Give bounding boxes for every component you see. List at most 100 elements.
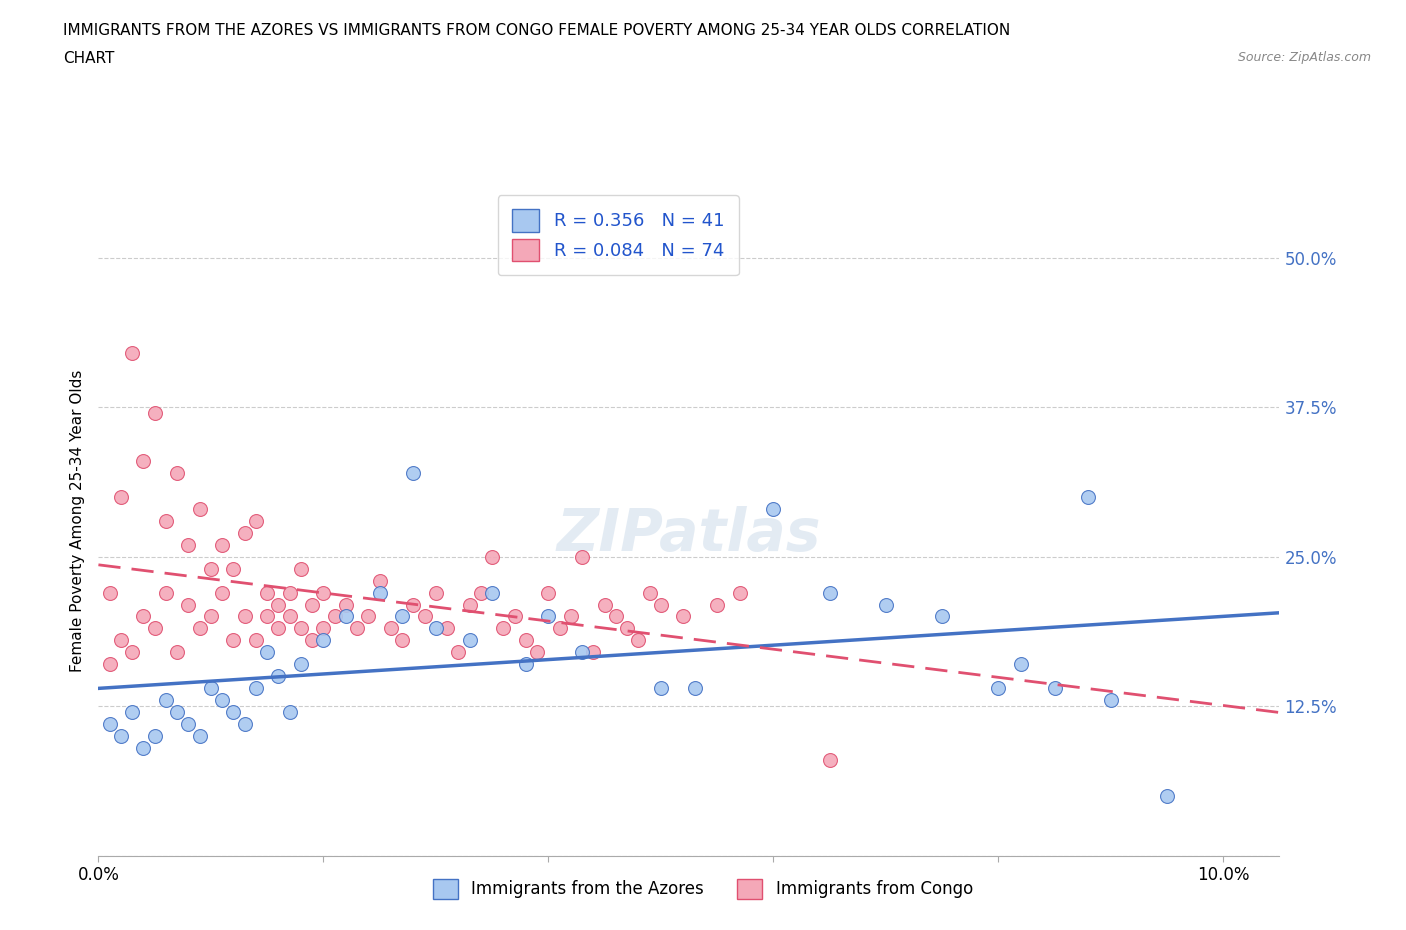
Text: IMMIGRANTS FROM THE AZORES VS IMMIGRANTS FROM CONGO FEMALE POVERTY AMONG 25-34 Y: IMMIGRANTS FROM THE AZORES VS IMMIGRANTS…: [63, 23, 1011, 38]
Point: [110, 728, 132, 743]
Point: [278, 705, 301, 720]
Point: [256, 644, 278, 659]
Point: [233, 717, 256, 732]
Point: [200, 561, 222, 576]
Point: [222, 561, 245, 576]
Point: [200, 681, 222, 696]
Point: [368, 585, 391, 600]
Point: [323, 609, 346, 624]
Point: [312, 621, 335, 636]
Point: [188, 621, 211, 636]
Point: [1156, 789, 1178, 804]
Point: [391, 633, 413, 648]
Point: [650, 597, 672, 612]
Point: [267, 597, 290, 612]
Point: [166, 705, 188, 720]
Point: [245, 633, 267, 648]
Point: [515, 657, 537, 671]
Point: [391, 609, 413, 624]
Point: [290, 657, 312, 671]
Point: [402, 466, 425, 481]
Point: [222, 633, 245, 648]
Point: [143, 621, 166, 636]
Point: [470, 585, 492, 600]
Point: [132, 740, 155, 755]
Point: [177, 597, 200, 612]
Point: [110, 633, 132, 648]
Point: [290, 561, 312, 576]
Point: [492, 621, 515, 636]
Point: [818, 752, 841, 767]
Point: [593, 597, 616, 612]
Point: [605, 609, 627, 624]
Point: [425, 585, 447, 600]
Point: [211, 538, 233, 552]
Point: [481, 585, 503, 600]
Point: [132, 609, 155, 624]
Point: [278, 609, 301, 624]
Y-axis label: Female Poverty Among 25-34 Year Olds: Female Poverty Among 25-34 Year Olds: [69, 369, 84, 672]
Point: [245, 681, 267, 696]
Legend: Immigrants from the Azores, Immigrants from Congo: Immigrants from the Azores, Immigrants f…: [419, 866, 987, 912]
Point: [256, 585, 278, 600]
Point: [211, 693, 233, 708]
Text: CHART: CHART: [63, 51, 115, 66]
Point: [1043, 681, 1066, 696]
Point: [458, 597, 481, 612]
Point: [425, 621, 447, 636]
Point: [98, 657, 121, 671]
Point: [515, 633, 537, 648]
Point: [143, 405, 166, 420]
Point: [526, 644, 548, 659]
Point: [582, 644, 605, 659]
Point: [537, 609, 560, 624]
Point: [987, 681, 1010, 696]
Point: [98, 717, 121, 732]
Point: [481, 550, 503, 565]
Point: [346, 621, 368, 636]
Point: [436, 621, 458, 636]
Point: [121, 705, 143, 720]
Point: [188, 501, 211, 516]
Point: [638, 585, 661, 600]
Point: [222, 705, 245, 720]
Point: [380, 621, 402, 636]
Point: [301, 597, 323, 612]
Point: [267, 669, 290, 684]
Point: [121, 346, 143, 361]
Point: [177, 538, 200, 552]
Point: [447, 644, 470, 659]
Text: ZIPatlas: ZIPatlas: [557, 506, 821, 563]
Text: Source: ZipAtlas.com: Source: ZipAtlas.com: [1237, 51, 1371, 64]
Point: [458, 633, 481, 648]
Point: [762, 501, 785, 516]
Point: [706, 597, 728, 612]
Point: [278, 585, 301, 600]
Point: [121, 644, 143, 659]
Point: [245, 513, 267, 528]
Point: [875, 597, 897, 612]
Point: [155, 693, 177, 708]
Point: [312, 633, 335, 648]
Point: [537, 585, 560, 600]
Point: [728, 585, 751, 600]
Point: [672, 609, 695, 624]
Point: [560, 609, 582, 624]
Point: [335, 597, 357, 612]
Point: [931, 609, 953, 624]
Point: [571, 550, 593, 565]
Point: [368, 573, 391, 588]
Point: [233, 525, 256, 540]
Point: [616, 621, 638, 636]
Point: [312, 585, 335, 600]
Point: [132, 454, 155, 469]
Point: [335, 609, 357, 624]
Point: [650, 681, 672, 696]
Point: [503, 609, 526, 624]
Point: [1077, 489, 1099, 504]
Point: [110, 489, 132, 504]
Point: [548, 621, 571, 636]
Point: [166, 466, 188, 481]
Point: [166, 644, 188, 659]
Point: [143, 728, 166, 743]
